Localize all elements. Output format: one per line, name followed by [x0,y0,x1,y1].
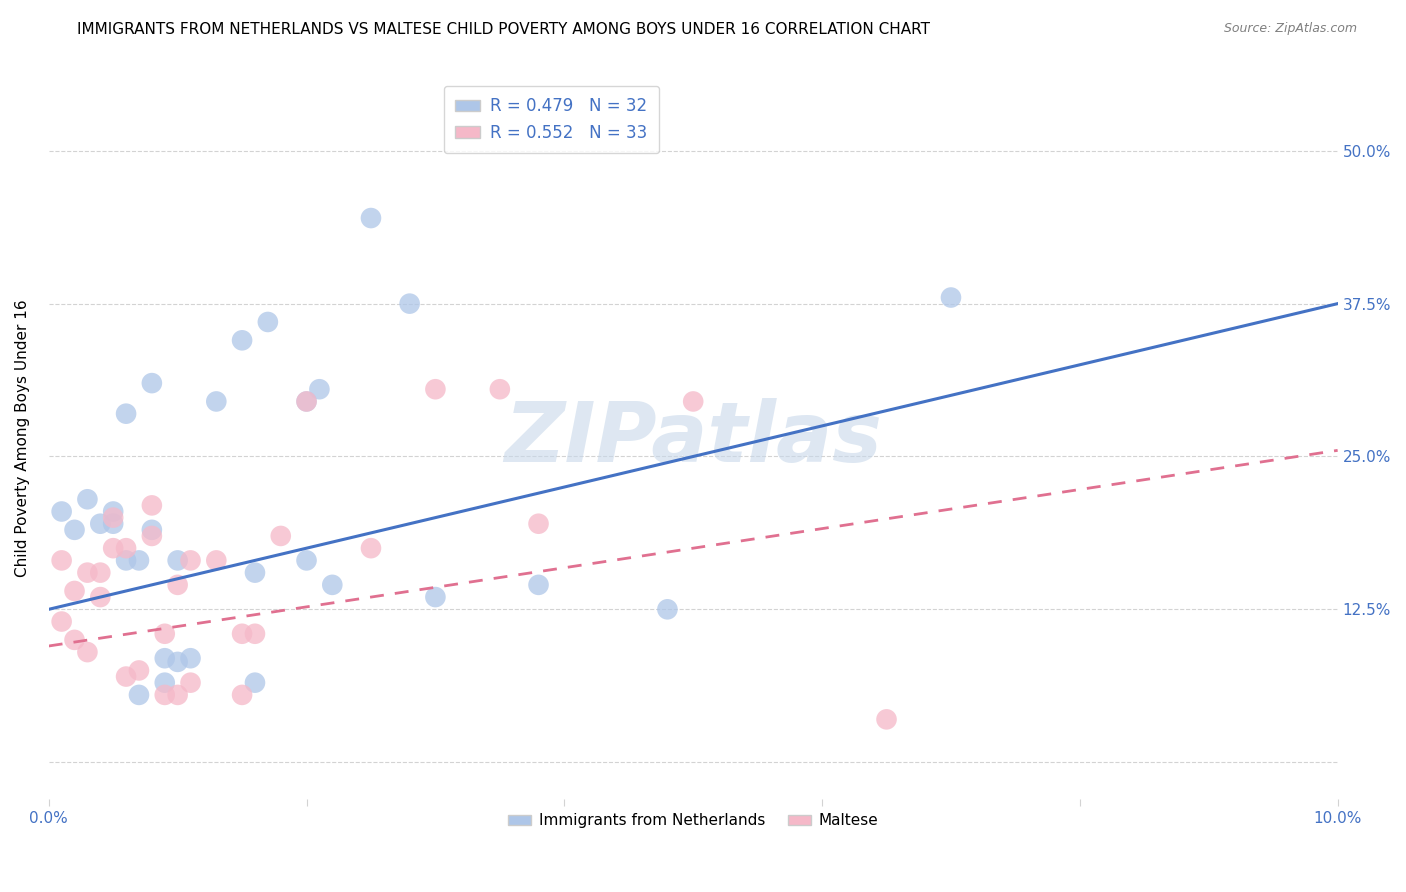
Point [141,523,163,537]
Point [89,566,111,580]
Point [103,516,125,531]
Point [63,632,86,647]
Legend: Immigrants from Netherlands, Maltese: Immigrants from Netherlands, Maltese [502,807,884,835]
Point [360,211,382,225]
Point [153,651,176,665]
Point [425,590,447,604]
Point [115,407,138,421]
Point [141,529,163,543]
Point [166,553,188,567]
Point [295,394,318,409]
Point [166,578,188,592]
Point [103,541,125,556]
Point [128,553,150,567]
Point [231,688,253,702]
Point [115,553,138,567]
Point [103,510,125,524]
Point [270,529,292,543]
Point [63,523,86,537]
Point [76,566,98,580]
Point [243,566,266,580]
Point [243,675,266,690]
Point [115,669,138,683]
Point [308,382,330,396]
Point [295,394,318,409]
Point [141,376,163,390]
Point [128,664,150,678]
Point [51,615,73,629]
Point [89,590,111,604]
Point [205,394,228,409]
Point [51,504,73,518]
Point [153,675,176,690]
Point [180,553,202,567]
Point [939,291,962,305]
Point [876,712,898,726]
Point [166,688,188,702]
Point [398,296,420,310]
Point [360,541,382,556]
Point [153,688,176,702]
Point [153,626,176,640]
Point [257,315,280,329]
Y-axis label: Child Poverty Among Boys Under 16: Child Poverty Among Boys Under 16 [15,300,30,577]
Point [103,504,125,518]
Point [231,334,253,348]
Point [76,645,98,659]
Point [205,553,228,567]
Point [63,584,86,599]
Point [166,655,188,669]
Text: IMMIGRANTS FROM NETHERLANDS VS MALTESE CHILD POVERTY AMONG BOYS UNDER 16 CORRELA: IMMIGRANTS FROM NETHERLANDS VS MALTESE C… [77,22,931,37]
Point [128,688,150,702]
Point [89,516,111,531]
Point [141,499,163,513]
Text: Source: ZipAtlas.com: Source: ZipAtlas.com [1223,22,1357,36]
Point [682,394,704,409]
Point [243,626,266,640]
Point [51,553,73,567]
Point [321,578,343,592]
Point [527,516,550,531]
Text: ZIPatlas: ZIPatlas [505,398,882,479]
Point [180,651,202,665]
Point [657,602,679,616]
Point [295,553,318,567]
Point [489,382,512,396]
Point [180,675,202,690]
Point [425,382,447,396]
Point [76,492,98,507]
Point [527,578,550,592]
Point [115,541,138,556]
Point [231,626,253,640]
